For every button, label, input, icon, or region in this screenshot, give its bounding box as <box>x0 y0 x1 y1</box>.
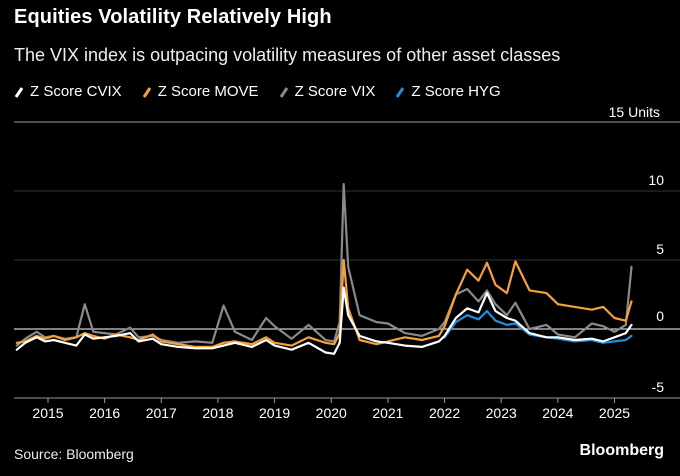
legend-swatch-vix <box>279 85 289 99</box>
legend-label-cvix: Z Score CVIX <box>30 83 122 100</box>
legend-item-vix: Z Score VIX <box>279 83 376 100</box>
series-line-cvix <box>15 286 633 355</box>
y-tick-label: 5 <box>656 241 664 257</box>
x-tick-label: 2018 <box>202 405 233 421</box>
legend-swatch-hyg <box>395 85 405 99</box>
x-tick-label: 2024 <box>542 405 573 421</box>
y-tick-label: 0 <box>656 308 664 324</box>
legend-label-hyg: Z Score HYG <box>411 83 501 100</box>
chart-subtitle: The VIX index is outpacing volatility me… <box>14 45 561 65</box>
legend: Z Score CVIX Z Score MOVE Z Score VIX Z … <box>14 83 501 100</box>
y-tick-label: -5 <box>652 379 665 395</box>
legend-item-cvix: Z Score CVIX <box>14 83 122 100</box>
y-tick-label: 10 <box>648 172 664 188</box>
legend-swatch-cvix <box>14 85 24 99</box>
legend-label-vix: Z Score VIX <box>294 83 376 100</box>
series-line-hyg <box>443 310 633 344</box>
x-tick-label: 2016 <box>89 405 120 421</box>
x-tick-label: 2019 <box>259 405 290 421</box>
brand-logo: Bloomberg <box>579 442 664 459</box>
legend-item-move: Z Score MOVE <box>142 83 259 100</box>
legend-item-hyg: Z Score HYG <box>395 83 501 100</box>
x-tick-label: 2025 <box>599 405 630 421</box>
x-tick-label: 2021 <box>372 405 403 421</box>
source-note: Source: Bloomberg <box>14 446 134 462</box>
legend-label-move: Z Score MOVE <box>157 83 259 100</box>
series-line-vix <box>15 183 633 347</box>
x-tick-label: 2017 <box>146 405 177 421</box>
x-tick-label: 2020 <box>316 405 347 421</box>
legend-swatch-move <box>142 85 152 99</box>
x-tick-label: 2015 <box>32 405 63 421</box>
unit-label: 15 Units <box>608 104 660 120</box>
x-tick-label: 2022 <box>429 405 460 421</box>
x-tick-label: 2023 <box>486 405 517 421</box>
chart-title: Equities Volatility Relatively High <box>14 6 332 28</box>
